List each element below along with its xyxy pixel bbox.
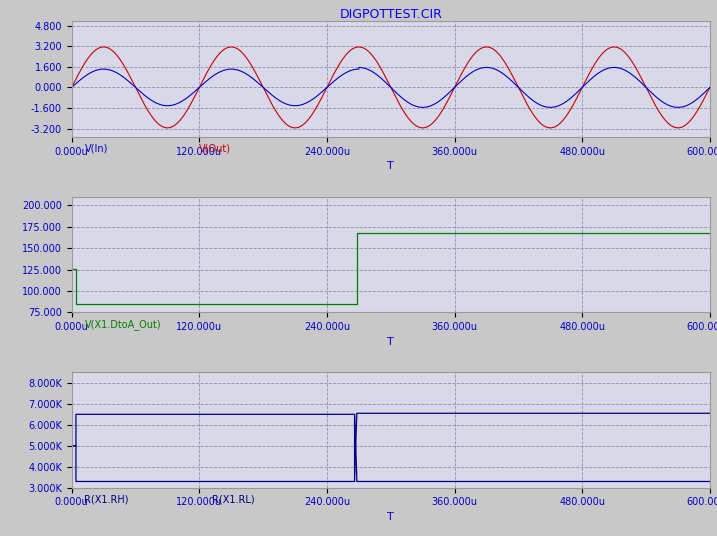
Text: R(X1.RH): R(X1.RH): [85, 495, 129, 505]
Text: V(X1.DtoA_Out): V(X1.DtoA_Out): [85, 319, 161, 330]
Text: V(In): V(In): [85, 144, 108, 154]
Text: R(X1.RL): R(X1.RL): [212, 495, 255, 505]
Text: V(Out): V(Out): [199, 144, 232, 154]
Text: T: T: [387, 337, 394, 347]
Text: T: T: [387, 161, 394, 171]
Title: DIGPOTTEST.CIR: DIGPOTTEST.CIR: [339, 9, 442, 21]
Text: T: T: [387, 512, 394, 522]
